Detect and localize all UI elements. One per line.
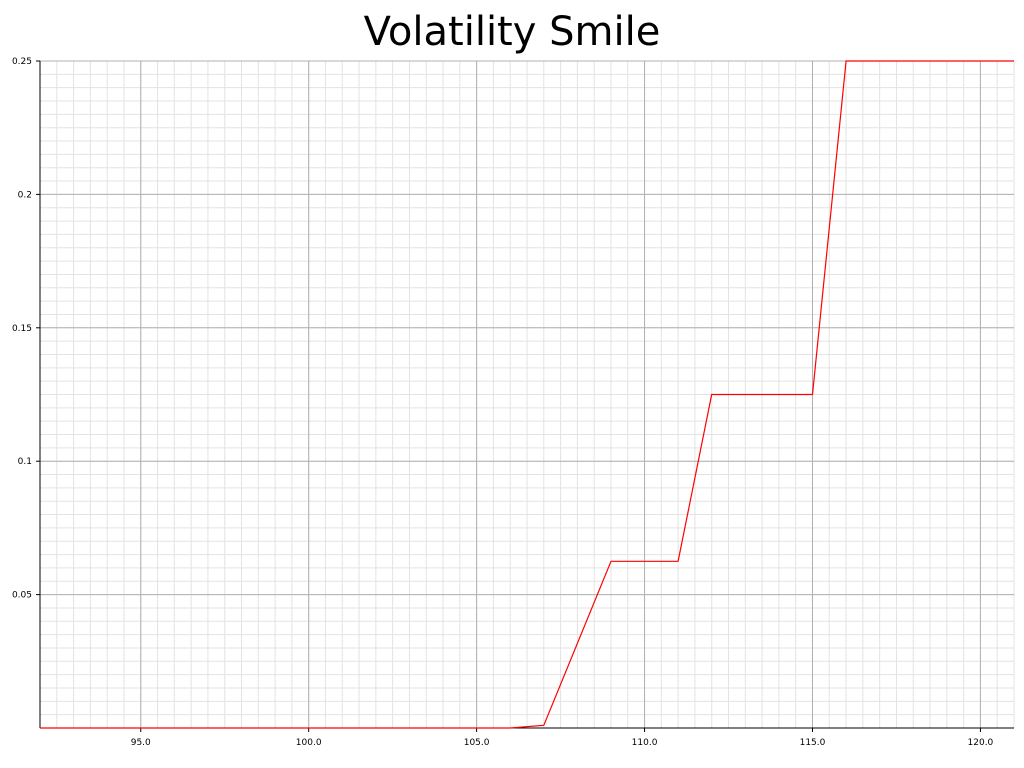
x-tick-label: 115.0: [800, 738, 826, 748]
minor-grid: [39, 60, 1015, 728]
y-tick-label: 0.1: [18, 457, 32, 467]
x-tick-label: 105.0: [464, 738, 490, 748]
y-tick-label: 0.2: [18, 190, 32, 200]
chart-title: Volatility Smile: [363, 9, 661, 55]
y-tick-label: 0.05: [12, 591, 32, 601]
series-line: [40, 60, 1014, 729]
x-tick-label: 110.0: [632, 738, 658, 748]
y-tick-label: 0.25: [12, 57, 32, 67]
y-tick-label: 0.15: [12, 324, 32, 334]
x-tick-label: 100.0: [296, 738, 322, 748]
x-tick-label: 95.0: [131, 738, 151, 748]
x-tick-label: 120.0: [968, 738, 994, 748]
